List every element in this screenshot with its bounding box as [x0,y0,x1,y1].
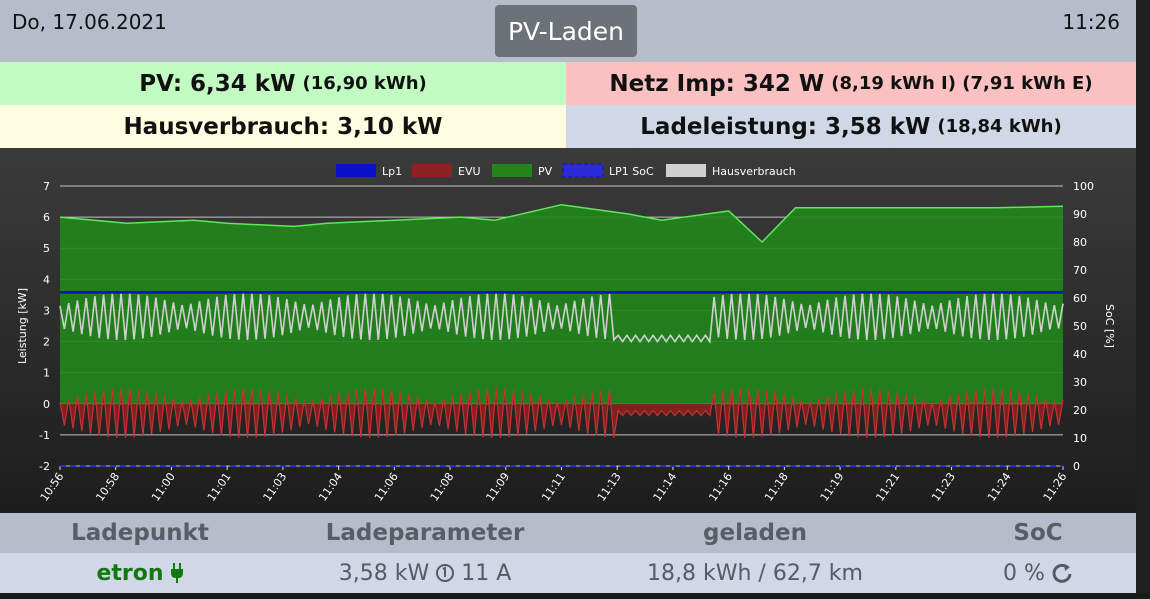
house-consumption: Hausverbrauch: 3,10 kW [123,113,443,140]
soc-value: 0 % [1003,560,1045,586]
y-tick-label: 2 [43,336,50,349]
header-ladepunkt: Ladepunkt [71,520,209,546]
y2-tick-label: 10 [1073,432,1087,445]
legend-swatch-4 [666,164,706,177]
chargepoint-table: Ladepunkt Ladeparameter geladen SoC etro… [0,513,1136,593]
soc-cell[interactable]: 0 % [940,553,1136,593]
chargepoint-cell[interactable]: etron [0,553,280,593]
x-tick-label: 11:08 [428,470,457,503]
y-tick-label: 7 [43,180,50,193]
y2-tick-label: 90 [1073,208,1087,221]
grid-energy: (8,19 kWh I) (7,91 kWh E) [831,73,1093,94]
y2-axis-title: SoC [%] [1103,304,1116,348]
x-tick-label: 10:56 [38,470,67,503]
x-tick-label: 11:04 [316,470,345,503]
y-tick-label: 5 [43,242,50,255]
x-tick-label: 11:26 [1041,470,1070,503]
legend-swatch-2 [492,164,532,177]
x-tick-label: 10:58 [93,470,122,503]
evu-line [59,388,1064,439]
y2-tick-label: 0 [1073,460,1080,473]
y2-tick-label: 30 [1073,376,1087,389]
summary-panel: PV: 6,34 kW (16,90 kWh) Netz Imp: 342 W … [0,62,1136,148]
y-axis-title: Leistung [kW] [16,288,29,364]
refresh-icon[interactable] [1051,562,1073,584]
pv-summary: PV: 6,34 kW (16,90 kWh) [0,62,566,105]
header-soc: SoC [1013,520,1063,546]
current-time: 11:26 [1062,10,1120,34]
power-chart-svg: Lp1 EVU PV LP1 SoC Hausverbrauch76543210-1-2… [16,163,1116,504]
y-tick-label: 0 [43,398,50,411]
bottom-strip [0,593,1150,599]
x-tick-label: 11:14 [651,470,680,503]
table-header: Ladepunkt Ladeparameter geladen SoC [0,513,1136,553]
y2-tick-label: 100 [1073,180,1094,193]
legend-swatch-3 [562,163,604,178]
power-chart[interactable]: Lp1 EVU PV LP1 SoC Hausverbrauch 7 6 5 4 3 2 1 0 -1 -2… [0,148,1136,513]
charge-power: Ladeleistung: 3,58 kW [640,113,931,140]
clock-icon [435,563,455,583]
y2-tick-label: 60 [1073,292,1087,305]
legend-swatch-0 [336,164,376,177]
legend-label-1: EVU [458,165,481,178]
y-tick-label: -1 [39,429,50,442]
y2-tick-label: 70 [1073,264,1087,277]
charge-parameters-cell[interactable]: 3,58 kW 11 A [280,553,570,593]
y-tick-label: 1 [43,367,50,380]
charge-power-value: 3,58 kW [338,560,430,586]
plug-icon [170,562,184,584]
table-row[interactable]: etron 3,58 kW 11 A 18,8 kWh / 62,7 km 0 [0,553,1136,593]
x-tick-label: 11:13 [595,470,624,503]
charge-mode-button[interactable]: PV-Laden [495,5,637,57]
legend-label-3: LP1 SoC [609,165,654,178]
x-tick-label: 11:03 [261,470,290,503]
pv-power: PV: 6,34 kW [139,70,296,97]
header-geladen: geladen [703,520,807,546]
charged-cell: 18,8 kWh / 62,7 km [647,560,863,586]
current-date: Do, 17.06.2021 [12,10,167,34]
header-ladeparameter: Ladeparameter [325,520,525,546]
pv-line [59,203,1064,244]
x-tick-label: 11:24 [985,470,1014,503]
x-tick-label: 11:21 [873,470,902,503]
x-tick-label: 11:01 [205,470,234,503]
legend-label-2: PV [538,165,553,178]
pv-energy: (16,90 kWh) [302,73,427,94]
x-tick-label: 11:19 [818,470,847,503]
charge-summary: Ladeleistung: 3,58 kW (18,84 kWh) [566,105,1136,148]
y-tick-label: 4 [43,273,50,286]
house-summary: Hausverbrauch: 3,10 kW [0,105,566,148]
charge-energy: (18,84 kWh) [937,116,1062,137]
grid-summary: Netz Imp: 342 W (8,19 kWh I) (7,91 kWh E… [566,62,1136,105]
hausverbrauch-line [59,293,1064,344]
x-tick-label: 11:23 [929,470,958,503]
grid-power: Netz Imp: 342 W [609,70,825,97]
y-tick-label: -2 [39,460,50,473]
charge-current-value: 11 A [461,560,512,586]
top-bar: Do, 17.06.2021 PV-Laden 11:26 [0,0,1136,62]
y2-tick-label: 50 [1073,320,1087,333]
y2-tick-label: 80 [1073,236,1087,249]
x-tick-label: 11:11 [539,470,568,503]
y2-tick-label: 40 [1073,348,1087,361]
x-tick-label: 11:06 [372,470,401,503]
y-tick-label: 3 [43,304,50,317]
evu-area [60,388,1063,438]
x-tick-label: 11:09 [483,470,512,503]
x-tick-label: 11:18 [762,470,791,503]
legend-label-0: Lp1 [382,165,402,178]
pv-area [60,204,1063,404]
x-tick-label: 11:00 [149,470,178,503]
y2-tick-label: 20 [1073,404,1087,417]
legend-swatch-1 [412,164,452,177]
y-tick-label: 6 [43,211,50,224]
x-tick-label: 11:16 [706,470,735,503]
legend-label-4: Hausverbrauch [712,165,796,178]
chargepoint-name[interactable]: etron [96,560,164,586]
